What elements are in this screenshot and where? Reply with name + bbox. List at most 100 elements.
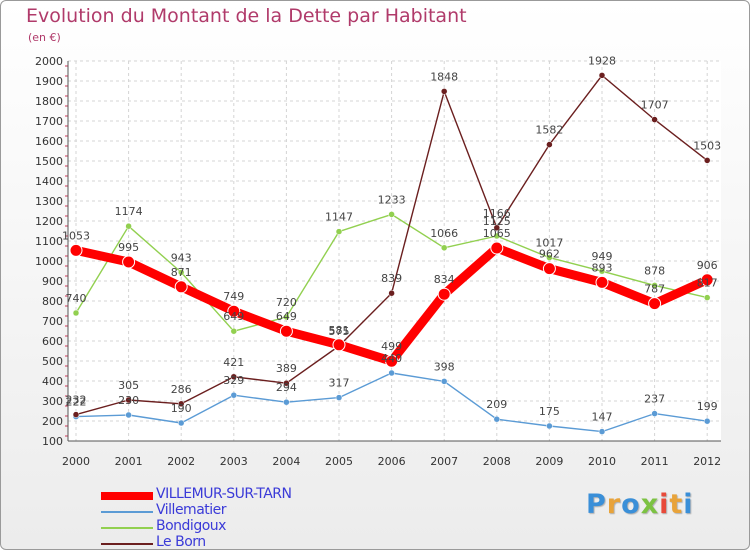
- data-point: [279, 324, 293, 338]
- y-tick-label: 1100: [35, 235, 63, 248]
- data-label: 649: [223, 310, 244, 323]
- legend-swatch: [101, 543, 153, 545]
- x-tick-label: 2000: [62, 455, 90, 468]
- data-label: 1053: [62, 229, 90, 242]
- data-point: [335, 228, 343, 235]
- data-label: 817: [697, 277, 718, 290]
- x-tick-label: 2012: [693, 455, 721, 468]
- data-point: [177, 400, 185, 408]
- data-label: 1065: [483, 227, 511, 240]
- data-label: 834: [434, 273, 455, 286]
- data-point: [227, 304, 241, 318]
- data-label: 1707: [641, 99, 669, 112]
- data-point: [69, 243, 83, 257]
- data-point: [651, 410, 658, 417]
- data-point: [72, 309, 80, 317]
- brand-letter: P: [586, 489, 607, 520]
- data-point: [230, 391, 238, 399]
- y-tick-label: 1400: [35, 175, 63, 188]
- data-label: 1928: [588, 54, 616, 67]
- brand-letter: r: [606, 489, 622, 520]
- y-tick-label: 1500: [35, 155, 63, 168]
- data-point: [177, 419, 185, 427]
- y-tick-label: 1000: [35, 255, 63, 268]
- data-label: 209: [486, 398, 507, 411]
- y-tick-label: 1800: [35, 95, 63, 108]
- data-label: 499: [381, 340, 402, 353]
- y-tick-label: 1900: [35, 75, 63, 88]
- data-label: 649: [276, 310, 297, 323]
- data-label: 232: [66, 394, 87, 407]
- data-label: 906: [697, 259, 718, 272]
- data-label: 421: [223, 356, 244, 369]
- data-point: [490, 241, 504, 255]
- data-label: 1848: [430, 70, 458, 83]
- data-point: [598, 428, 606, 435]
- y-tick-label: 200: [42, 415, 63, 428]
- data-point: [651, 282, 658, 289]
- data-label: 740: [66, 292, 87, 305]
- data-label: 787: [644, 283, 665, 296]
- data-point: [493, 232, 501, 240]
- y-tick-label: 2000: [35, 55, 63, 68]
- data-label: 230: [118, 394, 139, 407]
- data-point: [440, 88, 448, 95]
- data-label: 871: [171, 266, 192, 279]
- data-point: [440, 378, 448, 385]
- data-label: 1166: [483, 207, 511, 220]
- plot-area: [68, 61, 721, 441]
- data-label: 1503: [693, 139, 721, 152]
- data-point: [125, 396, 132, 404]
- y-tick-label: 1600: [35, 135, 63, 148]
- y-tick-label: 500: [42, 355, 63, 368]
- data-label: 237: [644, 393, 665, 406]
- data-label: 720: [276, 296, 297, 309]
- data-point: [648, 297, 662, 311]
- y-tick-label: 700: [42, 315, 63, 328]
- data-label: 222: [66, 396, 87, 409]
- x-tick-label: 2008: [483, 455, 511, 468]
- data-label: 749: [223, 290, 244, 303]
- data-label: 1147: [325, 211, 353, 224]
- legend-swatch: [101, 527, 153, 529]
- data-label: 962: [539, 248, 560, 261]
- data-label: 995: [118, 241, 139, 254]
- data-label: 949: [592, 250, 613, 263]
- data-point: [546, 254, 553, 261]
- data-point: [177, 269, 185, 276]
- data-label: 1017: [535, 237, 563, 250]
- data-point: [703, 294, 711, 301]
- brand-letter: t: [669, 489, 684, 520]
- data-point: [651, 116, 658, 123]
- y-tick-label: 300: [42, 395, 63, 408]
- y-tick-label: 100: [42, 435, 63, 448]
- y-tick-label: 900: [42, 275, 63, 288]
- data-label: 1066: [430, 227, 458, 240]
- data-point: [230, 327, 238, 335]
- x-tick-label: 2010: [588, 455, 616, 468]
- data-point: [388, 369, 395, 377]
- data-label: 1174: [115, 205, 143, 218]
- brand-letter: i: [659, 489, 670, 520]
- data-point: [542, 262, 556, 276]
- data-point: [595, 275, 609, 289]
- data-point: [125, 222, 132, 230]
- x-tick-label: 2003: [220, 455, 248, 468]
- y-tick-label: 800: [42, 295, 63, 308]
- data-point: [335, 394, 343, 401]
- data-point: [332, 338, 346, 352]
- chart-subtitle: (en €): [28, 31, 61, 44]
- y-tick-label: 1300: [35, 195, 63, 208]
- data-point: [385, 354, 399, 368]
- data-label: 1125: [483, 215, 511, 228]
- x-tick-label: 2009: [535, 455, 563, 468]
- legend-label: Le Born: [156, 534, 206, 550]
- data-label: 1582: [535, 124, 563, 137]
- data-point: [230, 373, 238, 381]
- data-label: 147: [592, 411, 613, 424]
- data-point: [700, 273, 714, 287]
- brand-letter: o: [621, 489, 641, 520]
- data-label: 190: [171, 402, 192, 415]
- legend-swatch: [101, 492, 153, 500]
